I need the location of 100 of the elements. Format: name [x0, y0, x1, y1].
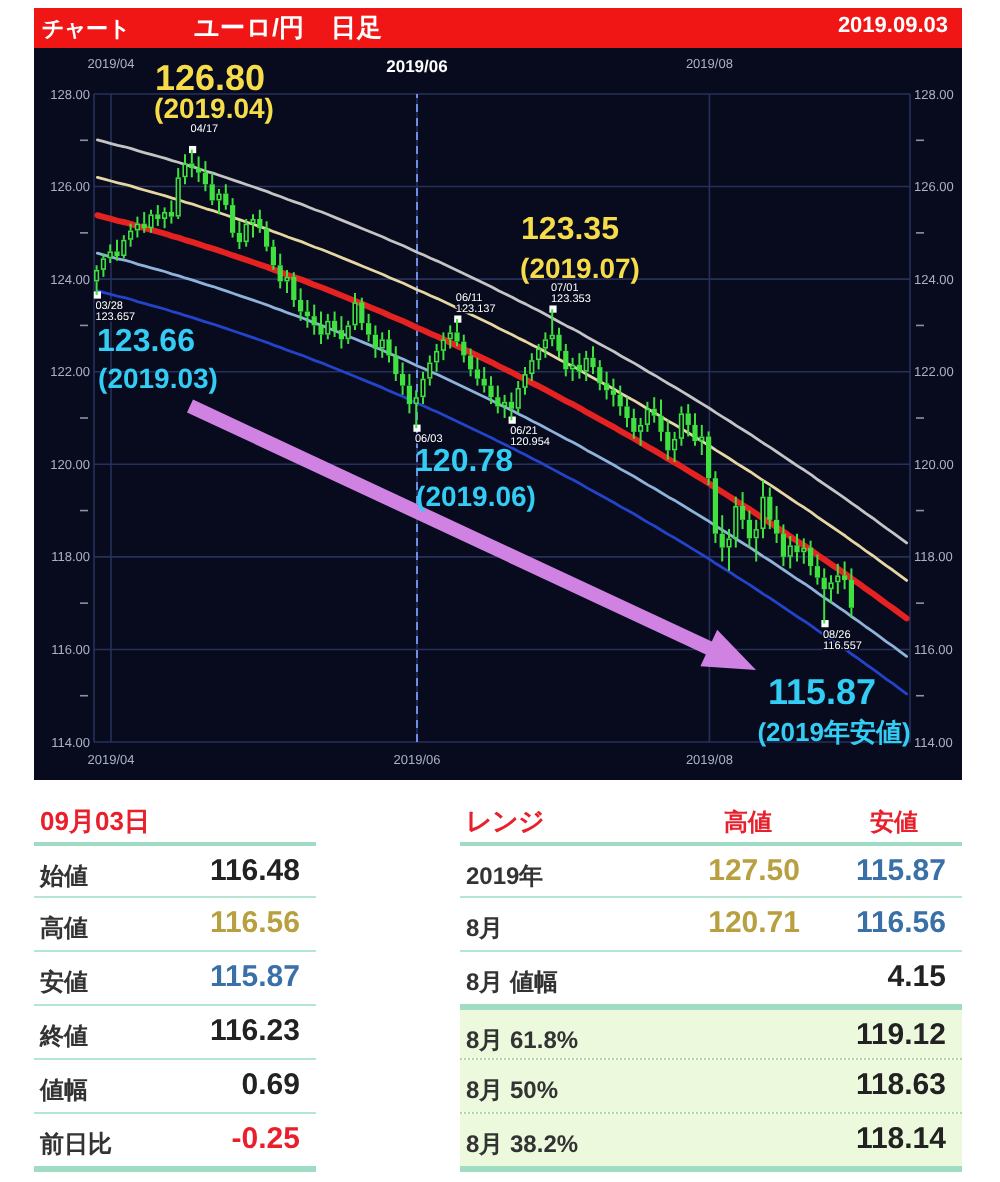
candlestick	[400, 361, 406, 396]
candlestick	[542, 331, 548, 359]
category-label: 高値	[40, 912, 88, 946]
candlestick	[828, 574, 834, 605]
text: チャート	[42, 16, 130, 44]
category-label: 8月 50%	[466, 1074, 559, 1108]
annotation: 123.66	[97, 325, 196, 359]
annotation: 115.87	[767, 672, 877, 712]
annotation: 120.78	[415, 445, 514, 479]
candlestick	[610, 377, 616, 408]
candlestick	[746, 509, 752, 549]
data-label: 120.71	[708, 906, 800, 940]
candlestick	[767, 486, 773, 531]
candlestick	[277, 252, 283, 290]
candlestick	[529, 352, 535, 382]
data-label: 0.69	[241, 1068, 300, 1102]
data-label: 115.87	[209, 960, 300, 994]
text: 2019/06	[386, 56, 448, 76]
candlestick	[692, 412, 698, 447]
data-label: 118.14	[855, 1122, 946, 1156]
candlestick	[780, 523, 786, 568]
candlestick	[291, 271, 297, 308]
text: 高値	[724, 806, 772, 840]
text: 安値	[870, 806, 918, 840]
line-series	[94, 212, 910, 622]
candlestick	[590, 345, 596, 376]
candlestick	[740, 491, 746, 531]
candlestick	[665, 419, 671, 461]
candlestick	[202, 160, 208, 193]
candlestick	[155, 204, 161, 227]
candlestick	[794, 532, 800, 563]
annotation: (2019.03)	[98, 362, 218, 394]
candlestick	[243, 217, 249, 248]
annotation: (2019.04)	[154, 92, 274, 124]
candlestick	[651, 396, 657, 424]
candlestick	[638, 417, 644, 447]
text: レンジ	[466, 804, 544, 840]
candlestick	[420, 370, 426, 406]
annotation: (2019年安値)	[757, 717, 911, 747]
candlestick	[250, 213, 256, 239]
candlestick	[162, 206, 168, 230]
candlestick	[481, 366, 487, 394]
candlestick	[440, 331, 446, 362]
candlestick	[658, 398, 664, 443]
candlestick	[835, 562, 841, 595]
candlestick	[570, 356, 576, 382]
candlestick	[216, 187, 222, 216]
data-label: 116.48	[209, 854, 300, 888]
category-label: 終値	[40, 1020, 88, 1054]
data-label: 118.63	[855, 1068, 946, 1102]
category-label: 値幅	[40, 1074, 88, 1108]
candlestick	[379, 331, 385, 359]
candlestick	[114, 238, 120, 262]
candlestick	[393, 345, 399, 382]
annotation: (2019.07)	[520, 252, 640, 284]
candlestick	[338, 315, 344, 350]
data-label: -0.25	[231, 1122, 300, 1156]
candlestick	[536, 342, 542, 371]
candlestick	[94, 264, 100, 296]
line-series	[96, 138, 908, 545]
candlestick	[189, 148, 195, 179]
candlestick	[366, 312, 372, 343]
candlestick	[563, 342, 569, 378]
category-label: 8月 値幅	[466, 966, 559, 1000]
category-label: 2019年	[466, 860, 544, 894]
candlestick	[808, 539, 814, 577]
candlestick	[604, 370, 610, 401]
candlestick	[298, 287, 304, 322]
candlestick	[549, 308, 555, 348]
candlestick	[128, 222, 134, 248]
chart-title: ユーロ/円 日足	[194, 12, 383, 46]
candlestick	[814, 553, 820, 586]
candlestick	[196, 155, 202, 183]
candlestick	[617, 384, 623, 417]
candlestick	[821, 567, 827, 625]
candlestick	[678, 405, 684, 447]
data-label: 127.50	[708, 854, 800, 888]
candlestick	[332, 310, 338, 338]
annotation: 123.35	[521, 213, 620, 247]
candlestick	[311, 303, 317, 336]
candlestick	[576, 352, 582, 380]
chart-subtitle: 2019.09.03	[837, 14, 948, 38]
candlestick	[352, 292, 358, 332]
category-label: 始値	[40, 860, 88, 894]
candlestick	[760, 479, 766, 540]
category-label: 8月 38.2%	[466, 1128, 579, 1162]
candlestick	[488, 375, 494, 406]
candlestick	[631, 407, 637, 440]
category-label: 8月 61.8%	[466, 1024, 579, 1058]
data-label: 116.23	[209, 1014, 300, 1048]
candlestick	[787, 535, 793, 570]
candlestick	[372, 324, 378, 359]
candlestick	[848, 567, 854, 619]
candlestick	[318, 310, 324, 345]
annotation: (2019.06)	[416, 480, 536, 512]
candlestick	[468, 347, 474, 378]
candlestick	[209, 171, 215, 207]
candlestick	[284, 268, 290, 295]
candlestick	[801, 537, 807, 565]
line-series	[96, 251, 908, 658]
